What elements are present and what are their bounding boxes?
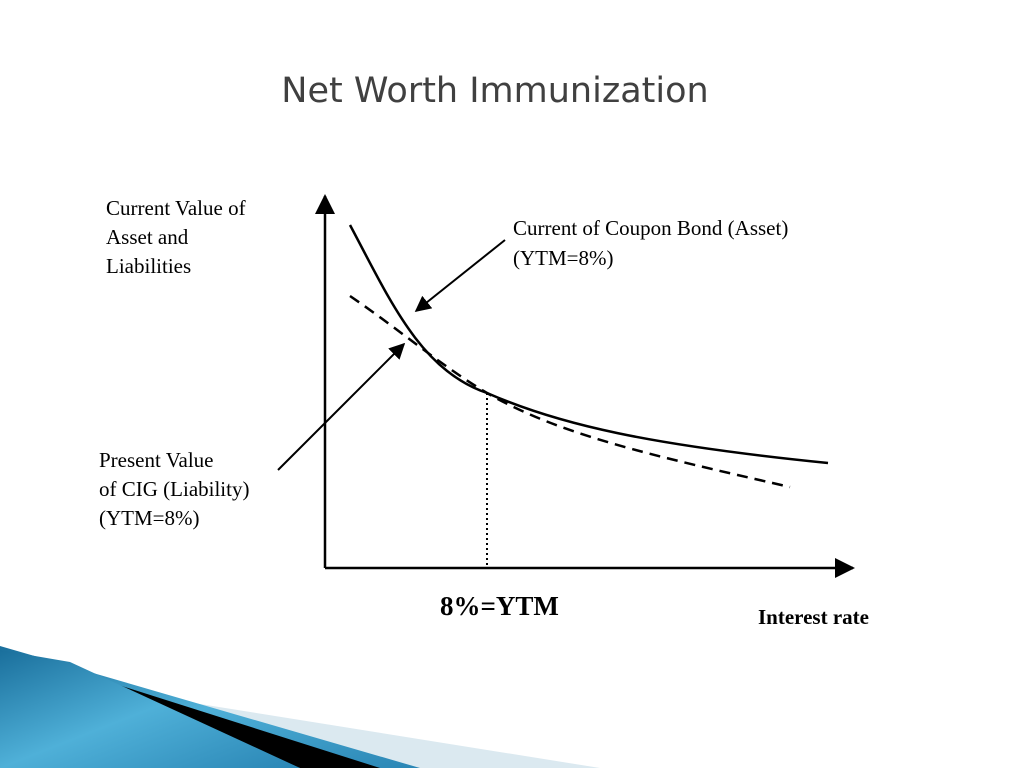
corner-decoration xyxy=(0,646,600,768)
liability-curve xyxy=(349,294,791,489)
liability-label: Present Value of CIG (Liability) (YTM=8%… xyxy=(99,448,249,530)
y-axis-label-line: Liabilities xyxy=(106,254,191,278)
asset-pointer xyxy=(414,239,506,312)
liability-pointer xyxy=(277,342,406,471)
asset-label-line: (YTM=8%) xyxy=(513,246,614,270)
liability-label-line: Present Value xyxy=(99,448,214,472)
y-axis-label: Current Value of Asset and Liabilities xyxy=(106,196,246,278)
liability-label-line: of CIG (Liability) xyxy=(99,477,249,501)
axes xyxy=(315,194,855,578)
title: Net Worth Immunization xyxy=(281,71,708,111)
asset-label: Current of Coupon Bond (Asset) (YTM=8%) xyxy=(513,216,788,270)
y-axis-label-line: Asset and xyxy=(106,225,189,249)
asset-label-line: Current of Coupon Bond (Asset) xyxy=(513,216,788,240)
asset-curve xyxy=(348,224,829,465)
liability-label-line: (YTM=8%) xyxy=(99,506,200,530)
x-axis-label: Interest rate xyxy=(758,605,869,629)
ytm-label: 8%=YTM xyxy=(440,591,559,621)
y-axis-label-line: Current Value of xyxy=(106,196,246,220)
